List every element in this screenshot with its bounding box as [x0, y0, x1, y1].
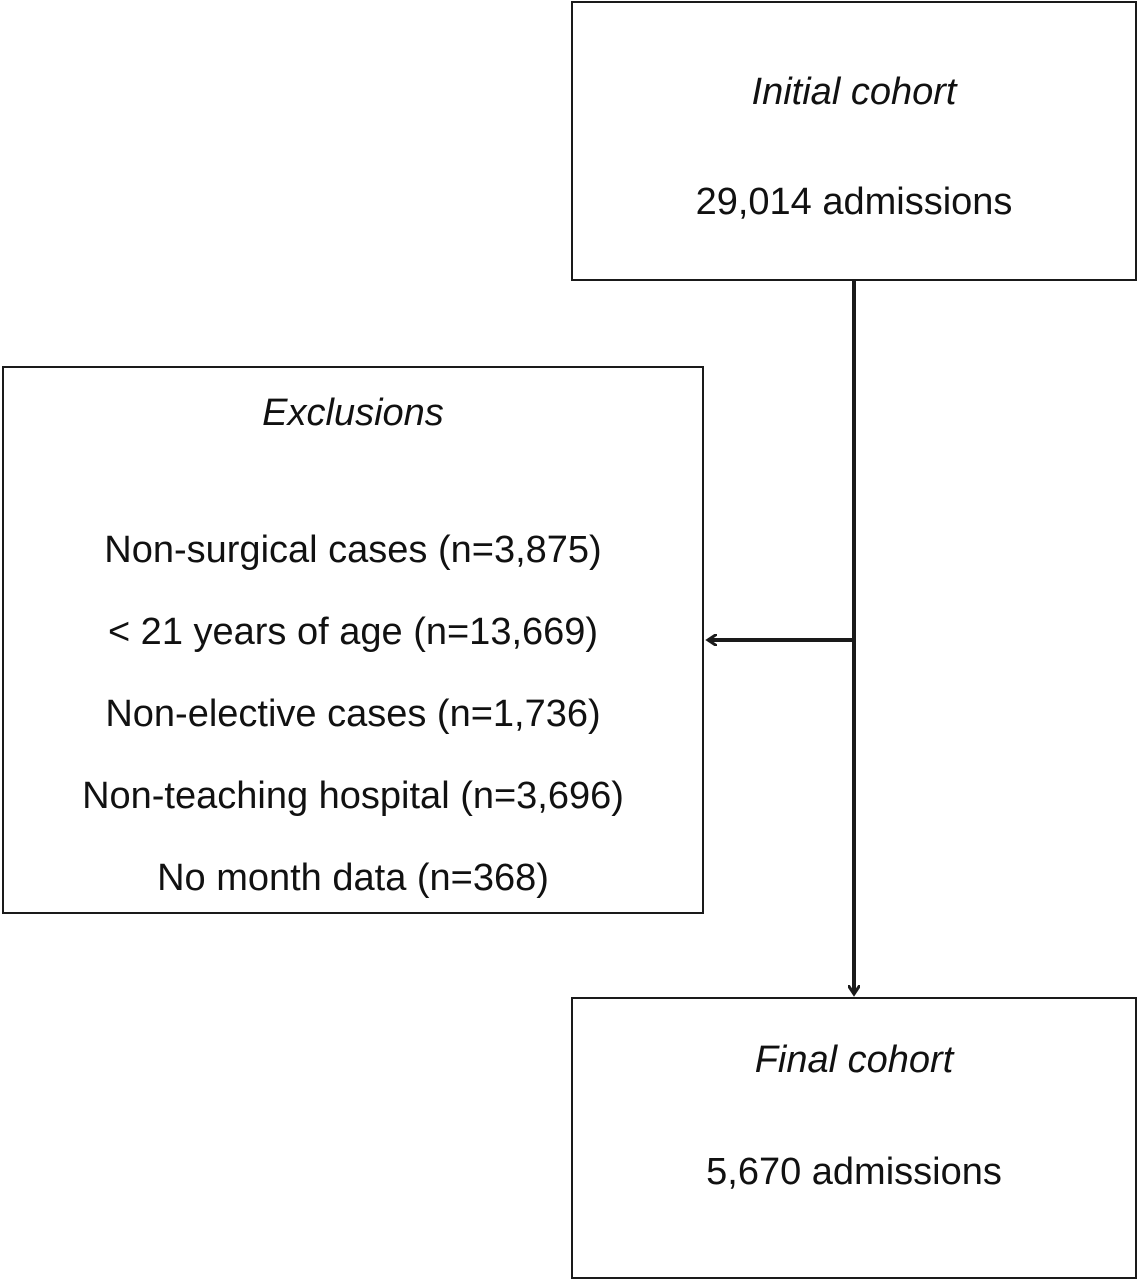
initial-cohort-title: Initial cohort	[751, 71, 957, 113]
exclusion-item: Non-teaching hospital (n=3,696)	[82, 775, 624, 817]
exclusion-item: Non-elective cases (n=1,736)	[105, 693, 601, 735]
final-cohort-box: Final cohort 5,670 admissions	[571, 997, 1137, 1279]
initial-cohort-box: Initial cohort 29,014 admissions	[571, 1, 1137, 281]
final-cohort-count: 5,670 admissions	[706, 1151, 1002, 1193]
exclusions-title: Exclusions	[262, 392, 444, 434]
exclusions-box: Exclusions Non-surgical cases (n=3,875) …	[2, 366, 704, 914]
exclusion-item: < 21 years of age (n=13,669)	[107, 611, 599, 653]
exclusion-item: Non-surgical cases (n=3,875)	[104, 529, 602, 571]
exclusion-item: No month data (n=368)	[157, 857, 549, 899]
initial-cohort-count: 29,014 admissions	[695, 181, 1013, 223]
final-cohort-title: Final cohort	[754, 1039, 954, 1081]
